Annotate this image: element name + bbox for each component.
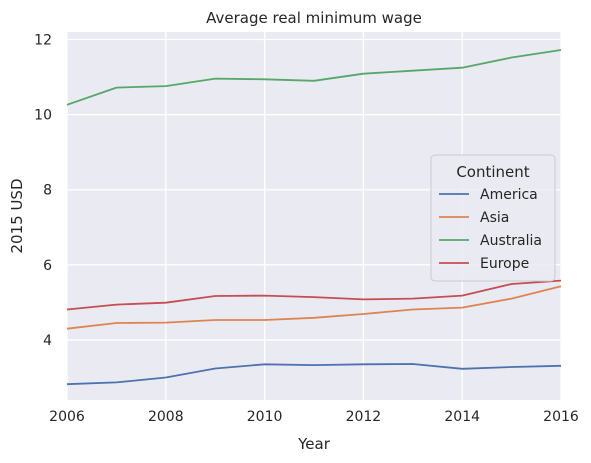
- y-tick-label: 6: [43, 258, 52, 274]
- legend-label-america: America: [480, 187, 538, 203]
- series-line-asia: [66, 285, 562, 330]
- series-line-australia: [66, 49, 562, 106]
- x-tick-label: 2008: [148, 409, 184, 425]
- series-layer: [66, 49, 562, 386]
- legend-label-europe: Europe: [480, 256, 529, 272]
- x-tick-label: 2006: [49, 409, 85, 425]
- legend-label-australia: Australia: [480, 233, 542, 249]
- y-tick-label: 12: [34, 33, 52, 49]
- legend-title: Continent: [456, 163, 529, 181]
- y-tick-label: 10: [34, 108, 52, 124]
- x-axis-label: Year: [297, 435, 331, 453]
- legend-label-asia: Asia: [480, 210, 509, 226]
- x-tick-label: 2012: [346, 409, 382, 425]
- chart-title: Average real minimum wage: [206, 9, 422, 27]
- y-tick-label: 8: [43, 183, 52, 199]
- y-tick-label: 4: [43, 333, 52, 349]
- x-tick-label: 2014: [444, 409, 480, 425]
- tick-labels: 2006 2008 2010 2012 2014 2016 4 6 8 10 12: [34, 33, 579, 425]
- series-line-europe: [66, 279, 562, 311]
- series-line-america: [66, 363, 562, 386]
- legend-box: [430, 154, 556, 282]
- y-axis-label: 2015 USD: [8, 179, 26, 254]
- x-tick-label: 2010: [247, 409, 283, 425]
- legend: Continent America Asia Australia Europe: [430, 154, 556, 282]
- x-tick-label: 2016: [543, 409, 579, 425]
- grid-lines: [66, 32, 562, 400]
